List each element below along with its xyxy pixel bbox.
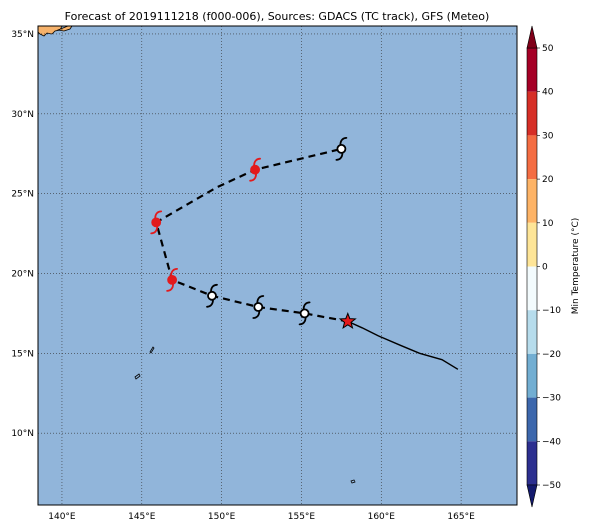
cyclone-icon	[249, 157, 262, 182]
map-gridlines	[38, 26, 517, 505]
colorbar-tick-label: 10	[542, 219, 554, 229]
colorbar-bins	[526, 47, 538, 486]
colorbar-tick-label: −10	[542, 306, 561, 316]
lat-tick-label: 15°N	[11, 349, 34, 359]
cyclone-icon	[166, 267, 179, 292]
colorbar-bin	[527, 310, 537, 354]
cyclone-icon	[150, 210, 163, 235]
colorbar-tick-labels: 50 40 30 20 10 0 −10 −20 −30 −40 −50	[537, 44, 561, 491]
colorbar-tick-label: 20	[542, 175, 554, 185]
lon-tick-label: 160°E	[368, 512, 396, 522]
latitude-tick-labels: 10°N 15°N 20°N 25°N 30°N 35°N	[11, 30, 34, 439]
colorbar-extend-top	[526, 25, 538, 49]
colorbar-bin	[527, 91, 537, 136]
cyclone-symbols	[150, 136, 348, 326]
colorbar: 50 40 30 20 10 0 −10 −20 −30 −40 −50 Min Temperatu…	[526, 25, 581, 508]
island-wake	[350, 479, 356, 484]
colorbar-tick-label: −50	[542, 481, 561, 491]
figure-title: Forecast of 2019111218 (f000-006), Sourc…	[65, 10, 490, 23]
current-position-star-icon	[338, 312, 357, 330]
colorbar-bin	[527, 266, 537, 311]
lat-tick-label: 35°N	[11, 30, 34, 40]
cyclone-icon	[335, 136, 348, 161]
cyclone-icon	[252, 295, 265, 319]
map-frame	[37, 25, 518, 506]
lon-tick-label: 145°E	[128, 512, 156, 522]
land-japan-island	[56, 26, 73, 32]
island-marianas-north	[149, 346, 155, 354]
land-japan	[38, 26, 63, 37]
cyclone-icon	[206, 283, 218, 308]
colorbar-tick-label: −30	[542, 394, 561, 404]
lat-tick-label: 10°N	[11, 429, 34, 439]
colorbar-tick-label: 30	[542, 131, 554, 141]
lon-tick-label: 165°E	[447, 512, 475, 522]
cyclone-icon	[298, 301, 311, 326]
colorbar-tick-label: 0	[542, 263, 548, 273]
colorbar-bin	[527, 135, 537, 180]
colorbar-bin	[527, 353, 537, 398]
lon-tick-label: 155°E	[288, 512, 316, 522]
colorbar-tick-label: 50	[542, 44, 554, 54]
colorbar-bin	[527, 222, 537, 267]
lat-tick-label: 25°N	[11, 190, 34, 200]
past-track-line	[347, 320, 459, 370]
colorbar-bin	[527, 179, 537, 223]
colorbar-label: Min Temperature (°C)	[571, 218, 581, 315]
lon-tick-label: 140°E	[48, 512, 76, 522]
longitude-tick-labels: 140°E 145°E 150°E 155°E 160°E 165°E	[48, 512, 475, 522]
lat-tick-label: 30°N	[11, 110, 34, 120]
colorbar-bin	[527, 441, 537, 485]
map-panel: 140°E 145°E 150°E 155°E 160°E 165°E 10°N 15°N 2…	[11, 25, 518, 522]
colorbar-tick-label: −20	[542, 350, 561, 360]
colorbar-extend-bottom	[526, 484, 538, 508]
lat-tick-label: 20°N	[11, 269, 34, 279]
lon-tick-label: 150°E	[208, 512, 236, 522]
colorbar-bin	[527, 397, 537, 442]
colorbar-tick-label: 40	[542, 88, 554, 98]
island-marianas-south	[134, 373, 141, 380]
colorbar-bin	[527, 48, 537, 92]
ocean-background	[38, 26, 517, 505]
land-masses	[38, 26, 356, 484]
colorbar-tick-label: −40	[542, 437, 561, 447]
